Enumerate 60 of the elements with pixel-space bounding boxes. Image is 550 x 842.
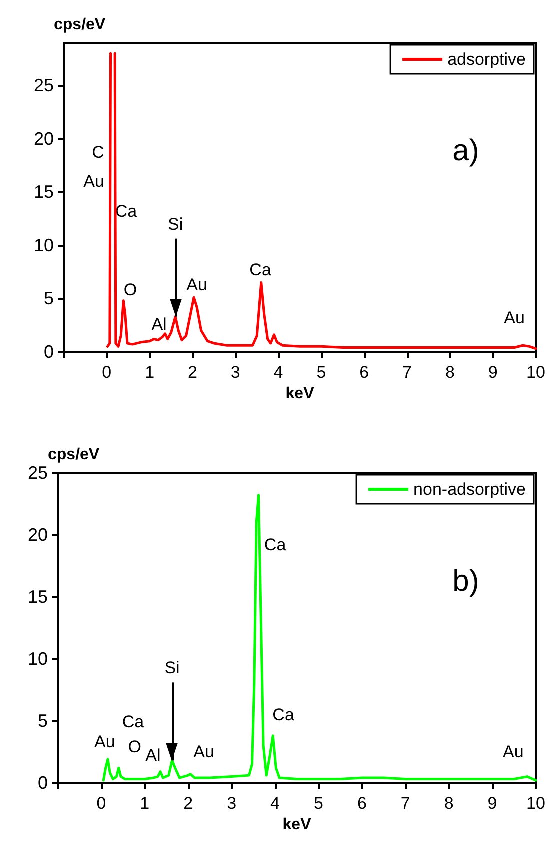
x-tick-label: 5 — [314, 794, 324, 813]
annotation: b) — [452, 565, 480, 598]
x-tick-label: 6 — [357, 794, 367, 813]
annotation: Ca — [250, 260, 272, 280]
x-tick-label: 2 — [188, 363, 198, 382]
y-tick-label: 0 — [38, 773, 48, 793]
annotation: Au — [504, 308, 525, 328]
x-tick-label: 0 — [96, 794, 106, 813]
annotation: a) — [452, 134, 480, 168]
annotation: Si — [168, 214, 184, 234]
x-tick-label: 3 — [227, 794, 237, 813]
annotation: Au — [94, 732, 116, 752]
annotation: Si — [164, 658, 180, 678]
annotation: O — [124, 280, 138, 300]
y-tick-label: 5 — [44, 288, 54, 309]
x-axis-title: keV — [282, 816, 312, 834]
annotation: Ca — [272, 705, 295, 724]
x-tick-label: 1 — [145, 363, 155, 382]
x-tick-label: 9 — [488, 363, 498, 382]
y-tick-label: 25 — [34, 76, 54, 96]
x-tick-label: 2 — [184, 794, 194, 813]
y-tick-label: 15 — [28, 587, 48, 607]
annotation: Ca — [115, 202, 138, 221]
x-tick-label: 8 — [445, 363, 455, 382]
y-tick-label: 25 — [28, 463, 48, 483]
x-tick-label: 4 — [274, 363, 284, 382]
x-tick-label: 6 — [360, 363, 370, 382]
x-tick-label: 10 — [526, 363, 546, 382]
x-tick-label: 10 — [526, 794, 546, 813]
y-tick-label: 15 — [34, 182, 54, 202]
y-axis-title: cps/eV — [48, 446, 100, 464]
annotation: Al — [152, 314, 167, 334]
annotation: Au — [186, 275, 208, 294]
y-tick-label: 5 — [38, 711, 48, 731]
x-tick-label: 1 — [140, 794, 150, 813]
y-tick-label: 20 — [34, 128, 54, 149]
legend-label: adsorptive — [448, 50, 526, 69]
legend-label: non-adsorptive — [414, 480, 526, 499]
x-tick-label: 7 — [400, 794, 410, 813]
annotation: Au — [503, 742, 524, 762]
annotation: Au — [84, 172, 104, 192]
x-tick-label: 7 — [402, 363, 412, 382]
annotation: Ca — [264, 535, 287, 554]
annotation: Al — [146, 746, 161, 766]
y-tick-label: 20 — [28, 525, 48, 545]
y-tick-label: 10 — [34, 235, 54, 256]
x-tick-label: 4 — [270, 794, 280, 813]
x-tick-label: 8 — [444, 794, 454, 813]
annotation: O — [128, 738, 142, 757]
x-tick-label: 5 — [316, 363, 326, 382]
y-axis-title: cps/eV — [54, 16, 106, 34]
x-axis-title: keV — [286, 385, 315, 402]
x-tick-label: 9 — [488, 794, 498, 813]
annotation: Au — [194, 742, 214, 762]
annotation: Ca — [122, 712, 145, 732]
y-tick-label: 0 — [44, 342, 54, 362]
x-tick-label: 0 — [102, 363, 112, 382]
annotation: C — [92, 143, 104, 162]
x-tick-label: 3 — [230, 363, 240, 382]
y-tick-label: 10 — [28, 649, 48, 669]
